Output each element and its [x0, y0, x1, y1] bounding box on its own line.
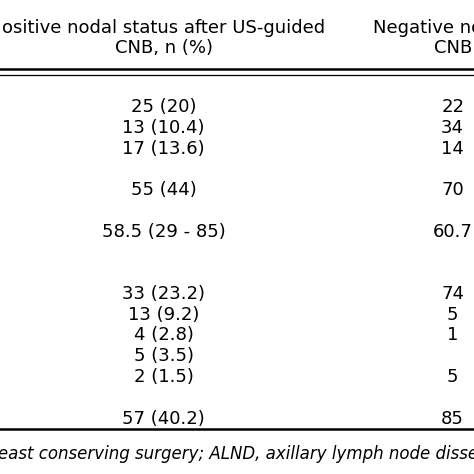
Text: 74: 74	[441, 285, 464, 303]
Text: 5: 5	[447, 306, 458, 324]
Text: 1: 1	[447, 327, 458, 345]
Text: 70: 70	[441, 181, 464, 199]
Text: 14: 14	[441, 139, 464, 157]
Text: 58.5 (29 - 85): 58.5 (29 - 85)	[101, 223, 226, 241]
Text: 57 (40.2): 57 (40.2)	[122, 410, 205, 428]
Text: 5 (3.5): 5 (3.5)	[134, 347, 193, 365]
Text: 60.7: 60.7	[433, 223, 473, 241]
Text: reast conserving surgery; ALND, axillary lymph node disse: reast conserving surgery; ALND, axillary…	[0, 445, 474, 463]
Text: Negative nodal st: Negative nodal st	[373, 19, 474, 37]
Text: 22: 22	[441, 98, 464, 116]
Text: CNB, n (%): CNB, n (%)	[115, 39, 212, 57]
Text: 13 (10.4): 13 (10.4)	[122, 119, 205, 137]
Text: 25 (20): 25 (20)	[131, 98, 196, 116]
Text: CNB: CNB	[434, 39, 472, 57]
Text: 2 (1.5): 2 (1.5)	[134, 368, 193, 386]
Text: 34: 34	[441, 119, 464, 137]
Text: ositive nodal status after US-guided: ositive nodal status after US-guided	[2, 19, 325, 37]
Text: 55 (44): 55 (44)	[131, 181, 196, 199]
Text: 5: 5	[447, 368, 458, 386]
Text: 33 (23.2): 33 (23.2)	[122, 285, 205, 303]
Text: 17 (13.6): 17 (13.6)	[122, 139, 205, 157]
Text: 85: 85	[441, 410, 464, 428]
Text: 4 (2.8): 4 (2.8)	[134, 327, 193, 345]
Text: 13 (9.2): 13 (9.2)	[128, 306, 199, 324]
